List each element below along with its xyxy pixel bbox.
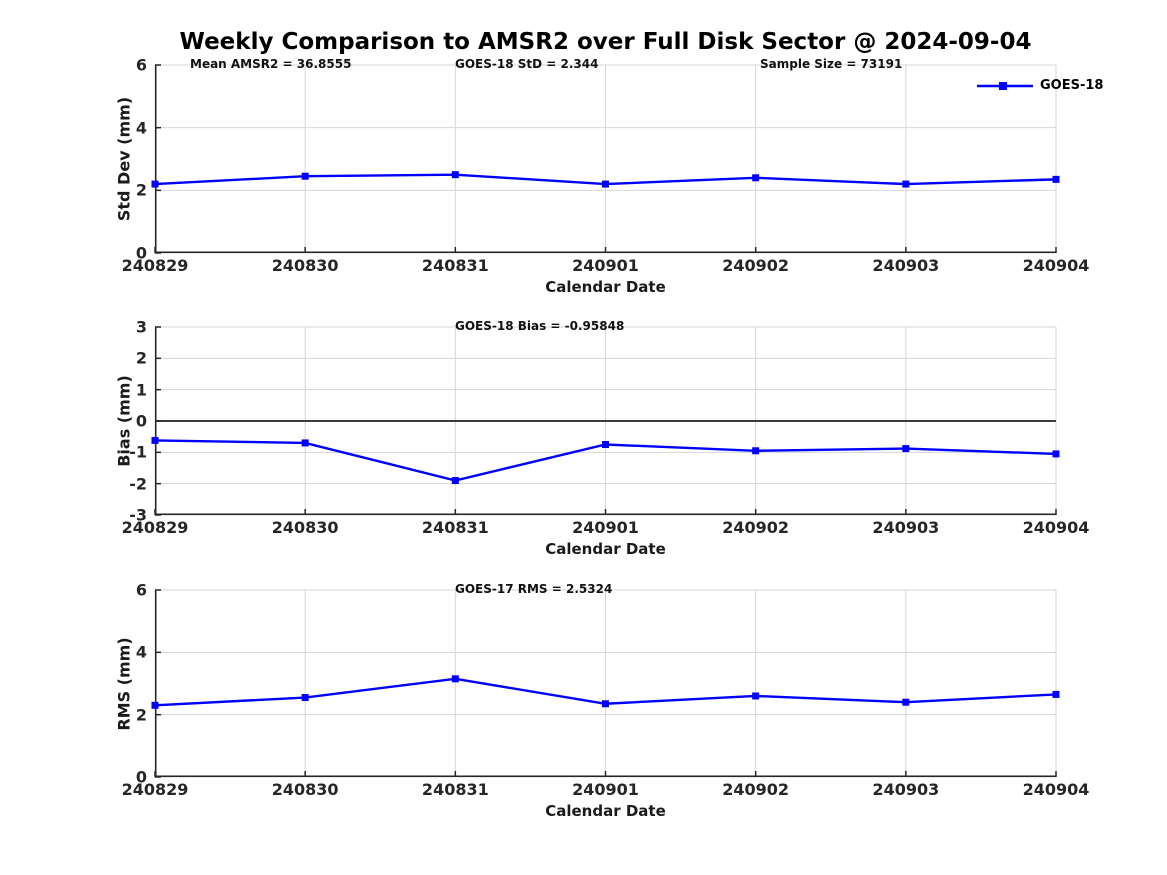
x-tick-label: 240904 <box>1022 780 1090 799</box>
annotation-goes18-std: GOES-18 StD = 2.344 <box>455 57 599 71</box>
plot-area <box>151 326 1060 516</box>
y-tick-labels: 0 2 4 6 <box>136 581 1056 787</box>
data-point-marker <box>902 698 910 706</box>
x-tick-label: 240831 <box>421 256 489 275</box>
y-tick-label: -1 <box>129 442 147 462</box>
legend-line-marker-swatch <box>977 81 1033 90</box>
y-tick-label: -2 <box>129 474 147 494</box>
data-point-marker <box>1052 175 1060 183</box>
x-axis-label: Calendar Date <box>545 540 666 558</box>
annotation-goes17-rms: GOES-17 RMS = 2.5324 <box>455 582 613 596</box>
data-point-marker <box>151 436 159 444</box>
data-point-marker <box>451 477 459 485</box>
x-axis-label: Calendar Date <box>545 802 666 820</box>
x-tick-label: 240904 <box>1022 518 1090 537</box>
y-tick-label: -3 <box>129 505 147 525</box>
y-tick-labels: -3 -2 -1 0 1 2 3 <box>129 318 1056 525</box>
subplot-stddev: Std Dev (mm) 0 2 4 6 Mean AMSR2 = 36.8555 G… <box>115 56 1104 297</box>
legend-label: GOES-18 <box>1040 78 1104 93</box>
data-point-marker <box>151 701 159 709</box>
y-axis-label: Std Dev (mm) <box>114 96 134 222</box>
x-tick-label: 240903 <box>872 518 940 537</box>
x-tick-label: 240904 <box>1022 256 1090 275</box>
subplot-bias: Bias (mm) -3 -2 -1 0 1 2 3 GOES-18 Bias = -0.9… <box>115 318 1090 559</box>
legend: GOES-18 <box>977 78 1103 93</box>
data-point-marker <box>1052 450 1060 458</box>
data-point-marker <box>752 692 760 700</box>
x-tick-label: 240902 <box>722 256 790 275</box>
data-point-marker <box>602 180 609 188</box>
x-tick-label: 240829 <box>121 780 189 799</box>
y-tick-label: 6 <box>135 55 147 75</box>
x-tick-label: 240903 <box>872 780 940 799</box>
data-point-marker <box>301 439 309 447</box>
y-tick-label: 6 <box>135 580 147 600</box>
x-tick-label: 240831 <box>421 780 489 799</box>
figure-title: Weekly Comparison to AMSR2 over Full Dis… <box>179 29 1032 55</box>
x-tick-label: 240830 <box>271 256 339 275</box>
data-point-marker <box>301 694 309 702</box>
y-tick-label: 4 <box>135 118 147 138</box>
data-point-marker <box>301 172 309 180</box>
annotation-goes18-bias: GOES-18 Bias = -0.95848 <box>455 319 625 333</box>
data-point-marker <box>602 441 609 448</box>
y-tick-label: 2 <box>135 348 147 368</box>
x-tick-label: 240902 <box>722 780 790 799</box>
y-tick-label: 3 <box>135 317 147 337</box>
annotation-mean-amsr2: Mean AMSR2 = 36.8555 <box>190 57 352 71</box>
data-point-marker <box>602 700 609 708</box>
data-point-marker <box>752 174 760 182</box>
legend-marker <box>999 81 1007 90</box>
data-point-marker <box>902 445 910 453</box>
subplot-rms: RMS (mm) 0 2 4 6 GOES-17 RMS = 2.5324 24082… <box>115 581 1090 821</box>
data-point-marker <box>151 180 159 188</box>
y-tick-label: 2 <box>135 180 147 200</box>
data-point-marker <box>902 180 910 188</box>
data-point-marker <box>451 675 459 683</box>
data-point-marker <box>1052 690 1060 698</box>
x-axis-label: Calendar Date <box>545 278 666 296</box>
x-tick-label: 240829 <box>121 518 189 537</box>
x-tick-label: 240901 <box>572 256 639 275</box>
y-tick-label: 4 <box>135 642 147 662</box>
y-tick-labels: 0 2 4 6 <box>136 56 1056 263</box>
x-tick-label: 240901 <box>572 518 639 537</box>
x-tick-label: 240829 <box>121 256 189 275</box>
x-tick-label: 240830 <box>271 780 339 799</box>
x-tick-label: 240830 <box>271 518 339 537</box>
plot-area <box>151 64 1060 254</box>
x-tick-label: 240903 <box>872 256 940 275</box>
plot-area <box>151 589 1060 778</box>
x-tick-label: 240902 <box>722 518 790 537</box>
data-point-marker <box>752 447 760 455</box>
y-tick-label: 0 <box>135 767 147 787</box>
y-tick-label: 2 <box>135 705 147 725</box>
annotation-sample-size: Sample Size = 73191 <box>760 57 903 71</box>
y-tick-label: 0 <box>135 411 147 431</box>
x-tick-label: 240831 <box>421 518 489 537</box>
y-tick-label: 1 <box>135 380 147 400</box>
x-tick-label: 240901 <box>572 780 639 799</box>
y-tick-label: 0 <box>135 243 147 263</box>
data-point-marker <box>451 171 459 179</box>
y-axis-label: RMS (mm) <box>114 636 134 731</box>
